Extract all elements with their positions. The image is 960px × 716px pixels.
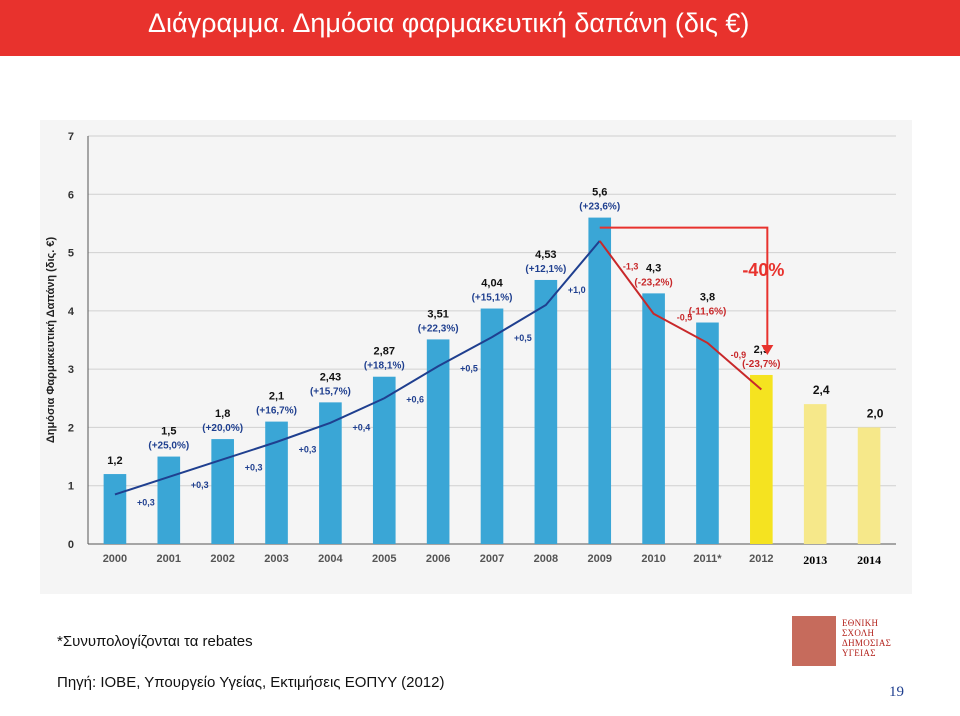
x-tick-label: 2009 — [587, 553, 611, 565]
title-bar: Διάγραμμα. Δημόσια φαρμακευτική δαπάνη (… — [0, 0, 960, 56]
bar-2012 — [750, 374, 773, 544]
difference-label: +0,5 — [460, 364, 478, 374]
percent-change-label: (+15,7%) — [310, 386, 351, 397]
bar-2007 — [480, 308, 504, 544]
difference-label: +0,3 — [245, 463, 263, 473]
value-label: 2,0 — [867, 406, 884, 420]
value-label: 5,6 — [592, 187, 607, 199]
page-number: 19 — [889, 684, 904, 700]
reduction-annotation: -40% — [742, 260, 784, 280]
reduction-bracket — [599, 226, 769, 349]
percent-change-label: (-23,2%) — [634, 277, 672, 288]
y-tick-label: 3 — [68, 364, 74, 376]
bar-2002 — [211, 439, 234, 544]
difference-label: +0,3 — [191, 480, 209, 490]
x-tick-label: 2011* — [693, 553, 722, 565]
difference-label: -0,9 — [731, 350, 747, 360]
value-label: 2,43 — [320, 371, 341, 383]
bar-2003 — [265, 421, 288, 544]
x-tick-label: 2012 — [749, 553, 773, 565]
percent-change-label: (+23,6%) — [579, 202, 620, 213]
bar-2008 — [534, 279, 558, 544]
difference-label: +0,3 — [299, 444, 317, 454]
y-tick-label: 6 — [68, 189, 74, 201]
x-tick-label: 2003 — [264, 553, 288, 565]
percent-change-label: (+20,0%) — [202, 423, 243, 434]
x-tick-label: 2000 — [103, 553, 127, 565]
x-tick-label: 2013 — [803, 553, 827, 567]
logo-text: ΕΘΝΙΚΗ ΣΧΟΛΗ ΔΗΜΟΣΙΑΣ ΥΓΕΙΑΣ — [842, 618, 892, 658]
bar-2010 — [642, 293, 665, 544]
bar-2001 — [157, 456, 181, 544]
value-label: 3,8 — [700, 292, 715, 304]
footnote: *Συνυπολογίζονται τα rebates — [57, 633, 253, 650]
x-tick-label: 2010 — [641, 553, 665, 565]
difference-label: +0,5 — [514, 333, 532, 343]
bar-2014 — [857, 427, 881, 544]
x-tick-label: 2007 — [480, 553, 504, 565]
x-tick-label: 2014 — [857, 553, 881, 567]
x-tick-label: 2004 — [318, 553, 343, 565]
percent-change-label: (+22,3%) — [418, 323, 459, 334]
y-tick-label: 4 — [68, 306, 75, 318]
value-label: 4,3 — [646, 262, 661, 274]
y-tick-label: 5 — [68, 248, 74, 260]
school-logo: ΕΘΝΙΚΗ ΣΧΟΛΗ ΔΗΜΟΣΙΑΣ ΥΓΕΙΑΣ — [792, 616, 900, 666]
slide-title: Διάγραμμα. Δημόσια φαρμακευτική δαπάνη (… — [148, 8, 750, 38]
difference-label: +0,6 — [406, 394, 424, 404]
bar-2004 — [319, 402, 342, 544]
value-label: 2,87 — [374, 346, 395, 358]
bar-2005 — [372, 376, 396, 544]
percent-change-label: (-11,6%) — [689, 307, 727, 318]
difference-label: +1,0 — [568, 285, 586, 295]
value-label: 2,1 — [269, 391, 284, 403]
difference-label: +0,3 — [137, 498, 155, 508]
x-tick-label: 2006 — [426, 553, 450, 565]
bar-2011* — [696, 322, 719, 544]
logo-portrait-icon — [792, 616, 836, 666]
value-label: 1,5 — [161, 426, 176, 438]
y-axis-label: Δημόσια Φαρμακευτική Δαπάνη (δις. €) — [45, 237, 57, 444]
value-label: 3,51 — [427, 308, 448, 320]
percent-change-label: (+15,1%) — [472, 293, 513, 304]
source-note: Πηγή: ΙΟΒΕ, Υπουργείο Υγείας, Εκτιμήσεις… — [57, 674, 445, 691]
bar-2009 — [588, 217, 612, 544]
trend-line-growth — [114, 240, 601, 496]
value-label: 1,2 — [107, 455, 122, 467]
value-label: 4,04 — [481, 278, 503, 290]
y-tick-label: 7 — [68, 131, 74, 143]
value-label: 4,53 — [535, 249, 556, 261]
y-tick-label: 1 — [68, 481, 74, 493]
x-tick-label: 2002 — [210, 553, 234, 565]
difference-label: -0,5 — [677, 312, 693, 322]
expenditure-bar-chart: 0 1 2 3 4 5 6 7 Δημόσια Φαρμακευτική Δαπάνη (δις… — [40, 120, 912, 594]
trend-line-decline — [598, 240, 762, 391]
percent-change-label: (+18,1%) — [364, 361, 405, 372]
arrow-down-icon — [761, 344, 774, 355]
value-label: 1,8 — [215, 408, 230, 420]
x-tick-label: 2008 — [534, 553, 558, 565]
percent-change-label: (+16,7%) — [256, 406, 297, 417]
percent-change-label: (-23,7%) — [742, 359, 780, 370]
value-label: 2,4 — [813, 383, 830, 397]
bar-2006 — [426, 339, 450, 544]
difference-label: +0,4 — [352, 423, 370, 433]
y-tick-label: 0 — [68, 539, 74, 551]
y-tick-label: 2 — [68, 422, 74, 434]
difference-label: -1,3 — [623, 261, 639, 271]
bar-2000 — [103, 474, 127, 544]
x-tick-label: 2005 — [372, 553, 396, 565]
percent-change-label: (+25,0%) — [148, 441, 189, 452]
bar-2013 — [803, 404, 827, 544]
percent-change-label: (+12,1%) — [525, 264, 566, 275]
x-tick-label: 2001 — [157, 553, 181, 565]
